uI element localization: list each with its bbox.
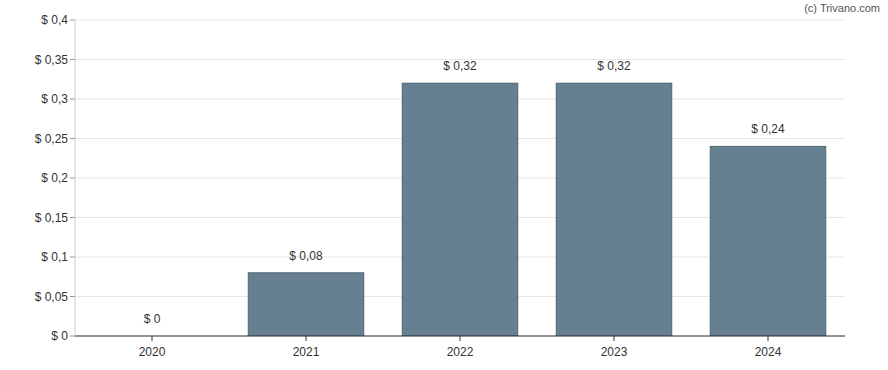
tick-label: $ 0,1 bbox=[41, 250, 68, 264]
tick-mark bbox=[70, 20, 75, 21]
x-tick-label: 2024 bbox=[755, 345, 782, 359]
bar bbox=[710, 146, 826, 336]
data-label: $ 0,08 bbox=[289, 249, 323, 263]
tick-mark bbox=[70, 99, 75, 100]
x-tick-label: 2021 bbox=[293, 345, 320, 359]
chart: $ 0 $ 0,05 $ 0,1 $ 0,15 $ 0,2 $ 0,25 $ 0,3 $ 0,… bbox=[0, 0, 888, 370]
x-tick-label: 2020 bbox=[139, 345, 166, 359]
x-tick-label: 2022 bbox=[447, 345, 474, 359]
data-label: $ 0,24 bbox=[751, 122, 785, 136]
tick-label: $ 0,3 bbox=[41, 92, 68, 106]
tick-mark bbox=[70, 138, 75, 139]
tick-label: $ 0,05 bbox=[35, 290, 69, 304]
bar bbox=[556, 83, 672, 336]
x-tick-mark bbox=[152, 336, 153, 341]
x-tick-mark bbox=[768, 336, 769, 341]
tick-label: $ 0,25 bbox=[35, 132, 69, 146]
bar bbox=[248, 273, 364, 336]
tick-label: $ 0,2 bbox=[41, 171, 68, 185]
tick-label: $ 0,15 bbox=[35, 211, 69, 225]
x-tick-label: 2023 bbox=[601, 345, 628, 359]
grid-line bbox=[75, 20, 845, 21]
y-axis-line bbox=[75, 20, 76, 336]
tick-mark bbox=[70, 296, 75, 297]
tick-label: $ 0,35 bbox=[35, 53, 69, 67]
x-tick-mark bbox=[306, 336, 307, 341]
annotation: (c) Trivano.com bbox=[804, 2, 880, 14]
tick-label: $ 0,4 bbox=[41, 13, 68, 27]
data-label: $ 0,32 bbox=[443, 59, 477, 73]
tick-mark bbox=[70, 257, 75, 258]
data-label: $ 0 bbox=[144, 312, 161, 326]
tick-mark bbox=[70, 59, 75, 60]
data-label: $ 0,32 bbox=[597, 59, 631, 73]
tick-mark bbox=[70, 336, 75, 337]
tick-mark bbox=[70, 217, 75, 218]
x-tick-mark bbox=[460, 336, 461, 341]
tick-label: $ 0 bbox=[51, 329, 68, 343]
x-tick-mark bbox=[614, 336, 615, 341]
bar bbox=[402, 83, 518, 336]
tick-mark bbox=[70, 178, 75, 179]
bars bbox=[248, 83, 826, 336]
